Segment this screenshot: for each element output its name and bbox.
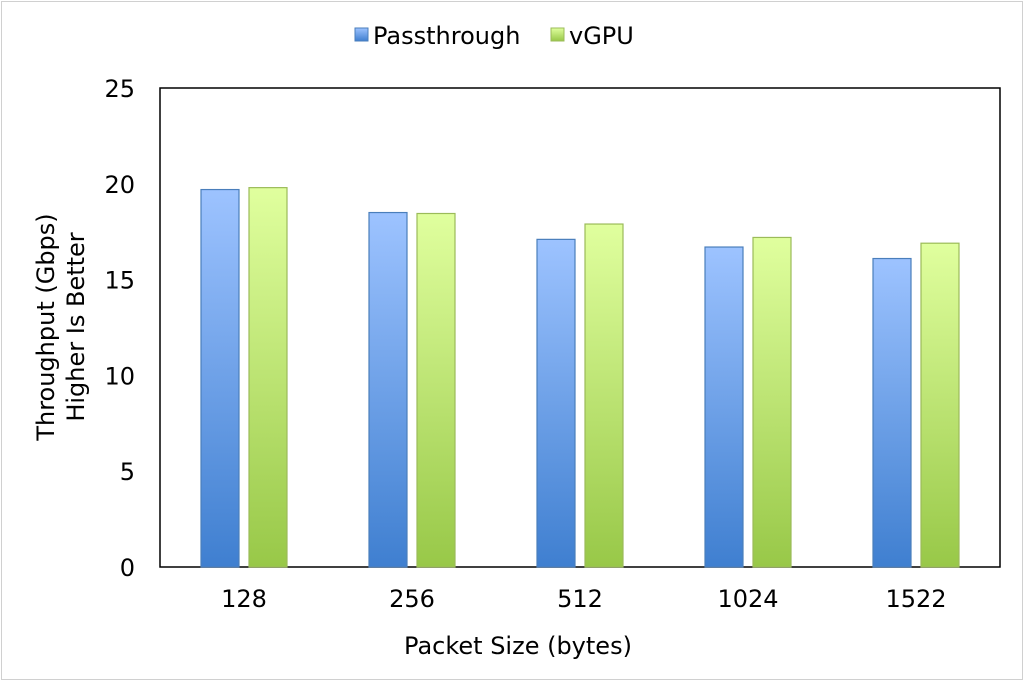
y-axis-label-line-1: Throughput (Gbps)	[32, 213, 60, 441]
y-tick-label: 0	[120, 554, 135, 582]
y-axis-ticks: 0 5 10 15 20 25	[104, 75, 135, 582]
x-tick-label: 1522	[885, 585, 946, 613]
bar-passthrough-512	[536, 238, 576, 568]
x-tick-label: 128	[221, 585, 267, 613]
bar-vgpu-512	[584, 223, 624, 568]
legend-swatch-vgpu	[550, 27, 565, 42]
legend-label-vgpu: vGPU	[569, 22, 634, 50]
legend-swatch-passthrough	[354, 27, 369, 42]
bar-passthrough-256	[368, 211, 408, 568]
y-tick-label: 25	[104, 75, 135, 103]
x-axis-label: Packet Size (bytes)	[404, 632, 632, 660]
bar-passthrough-128	[200, 188, 240, 568]
bar-vgpu-256	[416, 212, 456, 568]
bar-vgpu-1522	[920, 242, 960, 568]
bar-vgpu-128	[248, 187, 288, 568]
y-axis-label-line-2: Higher Is Better	[62, 232, 90, 421]
x-tick-label: 1024	[717, 585, 778, 613]
x-tick-label: 256	[389, 585, 435, 613]
y-tick-label: 5	[120, 458, 135, 486]
bar-passthrough-1522	[872, 257, 912, 568]
x-axis-ticks: 128 256 512 1024 1522	[221, 585, 946, 613]
legend-label-passthrough: Passthrough	[373, 22, 520, 50]
bars	[200, 187, 960, 568]
y-tick-label: 20	[104, 171, 135, 199]
y-tick-label: 15	[104, 267, 135, 295]
x-tick-label: 512	[557, 585, 603, 613]
bar-vgpu-1024	[752, 236, 792, 568]
plot-area	[159, 87, 1001, 568]
legend: Passthrough vGPU	[354, 22, 634, 50]
bar-passthrough-1024	[704, 246, 744, 568]
y-tick-label: 10	[104, 362, 135, 390]
